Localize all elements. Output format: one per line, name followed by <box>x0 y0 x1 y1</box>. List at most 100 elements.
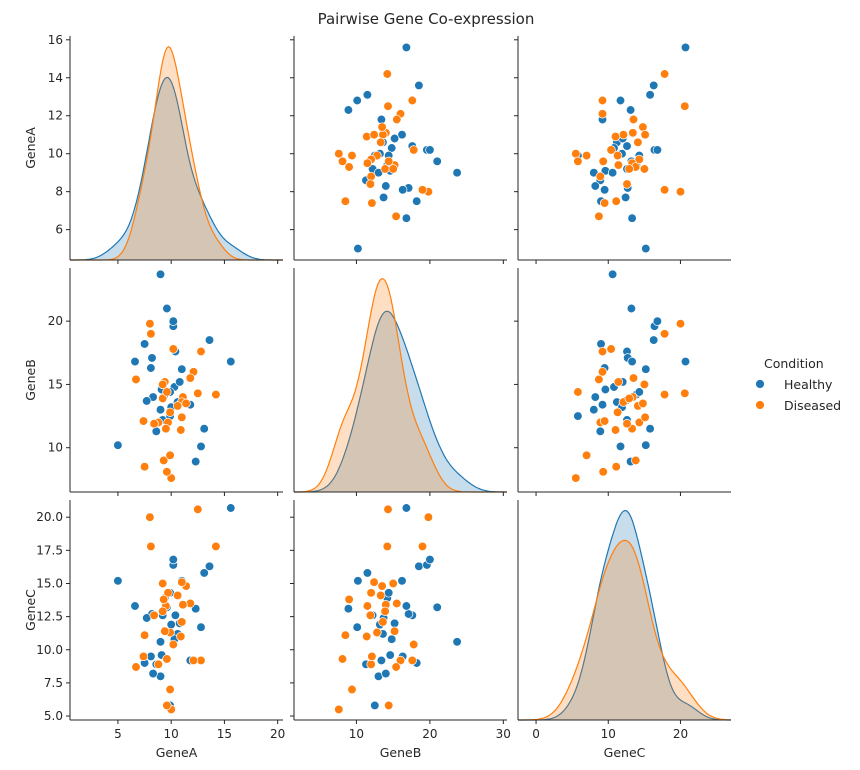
point-diseased <box>149 610 159 620</box>
point-healthy <box>362 90 373 100</box>
point-diseased <box>177 412 187 422</box>
point-diseased <box>365 610 376 620</box>
point-healthy <box>600 384 611 395</box>
point-healthy <box>573 411 583 421</box>
panel-geneb-vs-genea: 10 15 20 GeneB <box>23 268 283 496</box>
kde-fill-healthy <box>70 77 283 261</box>
y-tick-label: 7.5 <box>44 676 63 690</box>
point-healthy <box>596 339 606 349</box>
point-diseased <box>337 654 348 664</box>
point-diseased <box>366 588 376 598</box>
point-diseased <box>131 374 141 385</box>
point-diseased <box>633 137 643 147</box>
point-diseased <box>162 654 172 664</box>
point-healthy <box>381 668 391 679</box>
point-diseased <box>628 128 638 138</box>
point-healthy <box>625 105 636 115</box>
point-diseased <box>168 639 178 650</box>
point-healthy <box>397 130 407 140</box>
point-healthy <box>401 503 412 513</box>
y-axis-label: GeneA <box>23 127 38 169</box>
point-healthy <box>641 440 651 450</box>
x-axis-label: GeneB <box>380 745 422 760</box>
point-diseased <box>389 626 400 636</box>
kde-line-diseased <box>518 539 732 721</box>
chart-title: Pairwise Gene Co-expression <box>318 10 535 28</box>
point-healthy <box>615 95 626 106</box>
point-healthy <box>139 339 150 349</box>
point-diseased <box>638 398 648 409</box>
point-diseased <box>165 407 175 417</box>
point-healthy <box>645 424 655 434</box>
point-diseased <box>366 659 376 669</box>
point-diseased <box>628 114 639 125</box>
point-diseased <box>597 109 608 119</box>
point-healthy <box>146 363 156 373</box>
point-healthy <box>652 145 663 155</box>
point-diseased <box>378 130 388 140</box>
point-diseased <box>337 156 348 166</box>
point-healthy <box>378 192 389 203</box>
point-healthy <box>607 168 618 178</box>
point-diseased <box>628 373 639 383</box>
point-diseased <box>612 150 623 161</box>
point-healthy <box>645 90 655 100</box>
x-tick-label: 10 <box>349 727 364 741</box>
point-healthy <box>352 95 362 106</box>
point-healthy <box>196 622 206 632</box>
point-diseased <box>196 346 206 357</box>
point-diseased <box>417 541 428 552</box>
point-healthy <box>607 269 618 279</box>
point-healthy <box>376 655 387 666</box>
point-diseased <box>347 684 357 695</box>
point-healthy <box>113 576 123 586</box>
y-tick-label: 20 <box>48 314 63 328</box>
point-healthy <box>634 387 644 397</box>
panel-geneb-vs-genec <box>514 268 731 496</box>
panel-genec-vs-genec: 0 10 20 GeneC <box>517 500 732 760</box>
point-healthy <box>432 156 442 166</box>
point-diseased <box>581 450 592 460</box>
point-diseased <box>634 154 644 165</box>
point-diseased <box>188 655 199 666</box>
point-diseased <box>376 590 386 601</box>
point-diseased <box>376 137 386 147</box>
point-healthy <box>385 650 395 660</box>
point-diseased <box>177 617 187 627</box>
point-diseased <box>388 578 398 589</box>
panel-genec-vs-geneb: 10 20 30 GeneB <box>290 500 511 760</box>
point-healthy <box>425 145 435 155</box>
legend-marker-healthy <box>755 379 765 389</box>
panel-genea-vs-geneb <box>290 36 507 264</box>
point-diseased <box>362 631 372 642</box>
point-healthy <box>343 105 354 115</box>
point-diseased <box>165 450 175 460</box>
point-healthy <box>130 601 140 611</box>
y-tick-label: 17.5 <box>36 543 63 557</box>
point-healthy <box>155 269 166 279</box>
point-diseased <box>594 211 604 221</box>
point-healthy <box>147 353 157 363</box>
point-diseased <box>407 655 417 666</box>
point-diseased <box>382 69 392 79</box>
point-diseased <box>659 69 670 79</box>
point-healthy <box>151 426 161 436</box>
point-diseased <box>146 329 156 339</box>
point-healthy <box>452 168 462 178</box>
point-diseased <box>377 122 387 132</box>
point-healthy <box>130 356 140 367</box>
point-healthy <box>589 405 599 415</box>
point-diseased <box>659 185 670 195</box>
point-healthy <box>626 303 637 314</box>
point-diseased <box>409 639 419 650</box>
point-diseased <box>178 600 188 610</box>
point-diseased <box>367 651 377 662</box>
point-diseased <box>639 379 650 390</box>
point-healthy <box>590 392 600 402</box>
point-diseased <box>161 424 171 434</box>
point-diseased <box>606 145 616 155</box>
point-diseased <box>594 374 604 385</box>
point-diseased <box>153 659 164 669</box>
point-diseased <box>185 373 195 383</box>
x-tick-label: 30 <box>496 727 511 741</box>
